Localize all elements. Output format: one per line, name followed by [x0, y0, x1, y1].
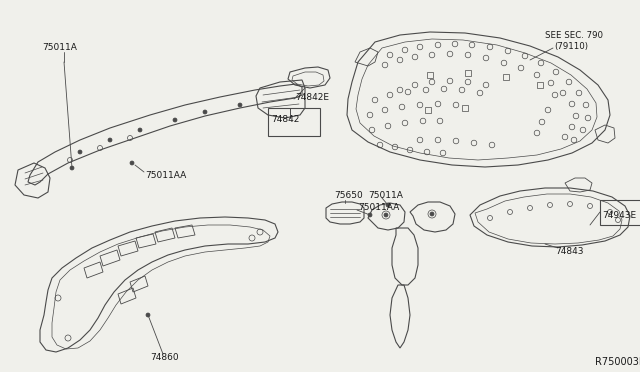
Text: 75011AA: 75011AA: [145, 170, 186, 180]
Bar: [427, 72, 433, 78]
Text: 74842E: 74842E: [295, 93, 329, 102]
Text: R750003D: R750003D: [595, 357, 640, 367]
Circle shape: [368, 213, 372, 217]
Circle shape: [386, 203, 390, 207]
Circle shape: [108, 138, 112, 142]
Bar: [537, 82, 543, 88]
Text: 75650: 75650: [334, 192, 363, 201]
Text: 75011A: 75011A: [368, 190, 403, 199]
Text: 75011AA: 75011AA: [358, 203, 399, 212]
Circle shape: [70, 166, 74, 170]
Circle shape: [203, 110, 207, 114]
Text: 74860: 74860: [150, 353, 179, 362]
Circle shape: [173, 118, 177, 122]
Text: 75011A: 75011A: [42, 44, 77, 52]
Text: 74843: 74843: [555, 247, 584, 257]
Text: SEE SEC. 790: SEE SEC. 790: [545, 32, 603, 41]
Text: 74943E: 74943E: [602, 211, 636, 219]
Circle shape: [146, 313, 150, 317]
Bar: [503, 74, 509, 80]
Circle shape: [78, 150, 82, 154]
Circle shape: [384, 213, 388, 217]
Text: (79110): (79110): [554, 42, 588, 51]
Circle shape: [238, 103, 242, 107]
Bar: [425, 107, 431, 113]
Text: 74842: 74842: [271, 115, 300, 125]
Bar: [465, 70, 471, 76]
Bar: [462, 105, 468, 111]
Circle shape: [130, 161, 134, 165]
Circle shape: [430, 212, 434, 216]
Circle shape: [138, 128, 142, 132]
